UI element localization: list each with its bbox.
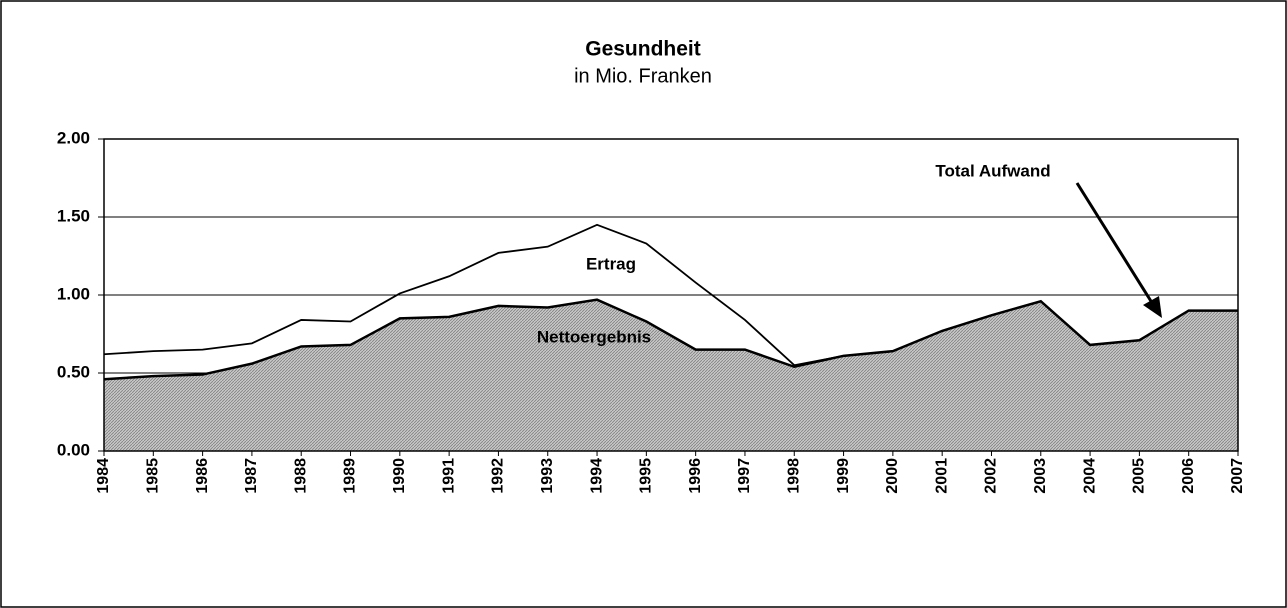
- arrow-head: [1143, 296, 1162, 318]
- x-tick-label: 1994: [588, 458, 605, 494]
- x-tick-label: 2003: [1032, 458, 1049, 494]
- x-tick-label: 1987: [243, 458, 260, 494]
- x-tick-label: 1989: [342, 458, 359, 494]
- chart-subtitle: in Mio. Franken: [574, 65, 712, 87]
- series-label: Nettoergebnis: [537, 327, 651, 346]
- x-tick-label: 1998: [785, 458, 802, 494]
- annotation-arrow: [1075, 182, 1156, 307]
- y-tick-label: 0.00: [57, 440, 90, 459]
- x-tick-label: 1996: [687, 458, 704, 494]
- y-tick-label: 0.50: [57, 362, 90, 381]
- x-tick-label: 2001: [933, 458, 950, 494]
- area: [104, 224, 1238, 380]
- x-tick-label: 1984: [95, 458, 112, 494]
- x-tick-label: 2006: [1180, 458, 1197, 494]
- x-tick-label: 2007: [1229, 458, 1246, 494]
- series-line: [103, 223, 1238, 367]
- x-tick-label: 1990: [391, 458, 408, 494]
- x-tick-label: 2000: [884, 458, 901, 494]
- y-tick-label: 1.00: [57, 284, 90, 303]
- y-tick-label: 2.00: [57, 128, 90, 147]
- y-tick-label: 1.50: [57, 206, 90, 225]
- x-tick-label: 2004: [1081, 458, 1098, 494]
- x-tick-label: 1992: [490, 458, 507, 494]
- x-tick-label: 1988: [292, 458, 309, 494]
- x-tick-label: 1993: [539, 458, 556, 494]
- x-tick-label: 1991: [440, 458, 457, 494]
- x-tick-label: 1986: [194, 458, 211, 494]
- annotation: Total Aufwand: [935, 161, 1050, 180]
- area: [104, 299, 1238, 451]
- x-tick-label: 1999: [835, 458, 852, 494]
- chart-title: Gesundheit: [585, 38, 701, 61]
- series-label: Ertrag: [586, 254, 636, 273]
- x-tick-label: 1995: [638, 458, 655, 494]
- x-tick-label: 1997: [736, 458, 753, 494]
- x-tick-label: 2005: [1131, 458, 1148, 494]
- x-tick-label: 2002: [983, 458, 1000, 494]
- x-tick-label: 1985: [145, 458, 162, 494]
